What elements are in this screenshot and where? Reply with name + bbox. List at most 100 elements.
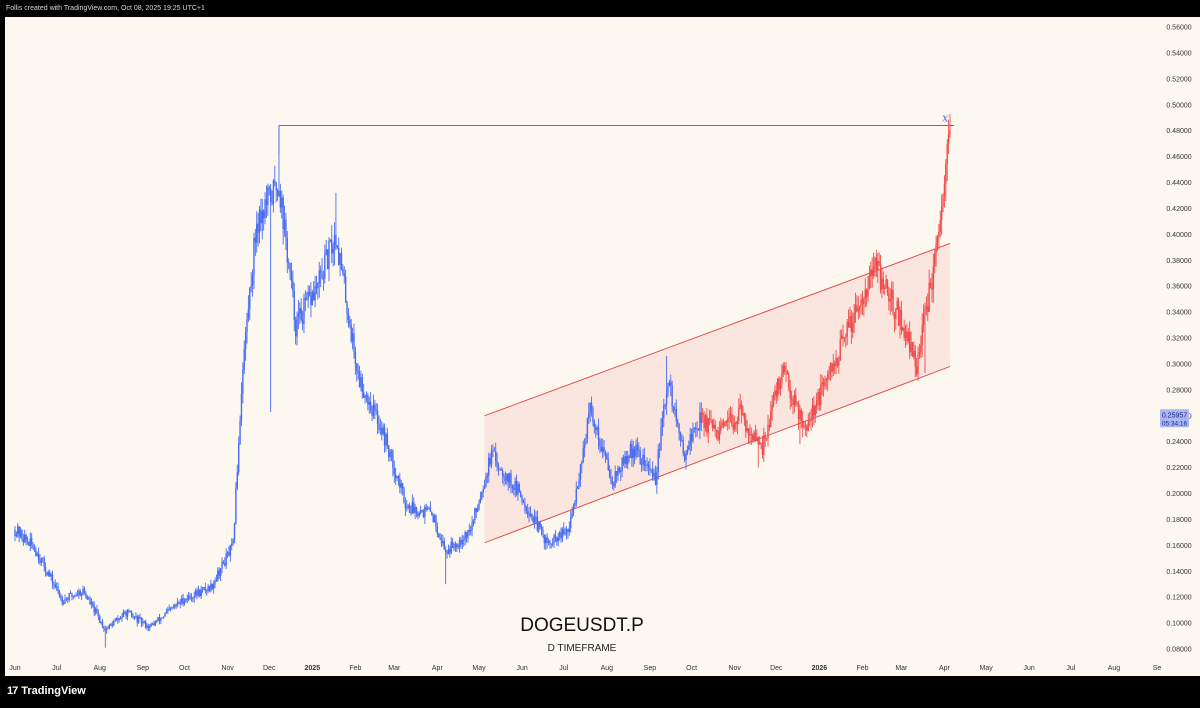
actual-candle <box>693 427 696 429</box>
projected-candle <box>721 422 723 426</box>
actual-candle <box>443 541 445 550</box>
actual-candle <box>614 471 616 486</box>
actual-candle <box>371 409 373 416</box>
x-tick-label: May <box>472 665 486 672</box>
projected-candle <box>792 400 794 405</box>
tradingview-logo[interactable]: 17 TradingView <box>7 685 86 697</box>
actual-candle <box>585 438 587 445</box>
actual-candle <box>628 456 630 458</box>
actual-candle <box>282 197 284 230</box>
actual-candle <box>432 514 434 523</box>
actual-candle <box>390 450 393 453</box>
actual-candle <box>588 413 590 419</box>
actual-candle <box>296 316 298 337</box>
actual-candle <box>501 470 504 477</box>
actual-candle <box>540 526 543 530</box>
actual-candle <box>440 539 443 544</box>
actual-candle <box>279 190 282 208</box>
actual-candle <box>328 241 330 270</box>
actual-candle <box>222 561 225 564</box>
actual-candle <box>488 457 490 476</box>
actual-candle <box>564 533 566 535</box>
actual-candle <box>187 595 190 600</box>
projected-candle <box>928 282 930 312</box>
projected-candle <box>827 374 829 380</box>
actual-candle <box>24 534 26 543</box>
chart-frame[interactable] <box>5 17 1160 676</box>
actual-candle <box>547 541 550 543</box>
projected-candle <box>732 424 734 430</box>
projected-candle <box>758 442 761 445</box>
actual-candle <box>160 617 162 621</box>
actual-candle <box>75 595 77 597</box>
actual-candle <box>233 523 236 540</box>
y-tick-label: 0.10000 <box>1166 621 1191 628</box>
y-tick-label: 0.16000 <box>1166 543 1191 550</box>
projected-candle <box>777 378 779 397</box>
actual-candle <box>179 602 182 604</box>
actual-candle <box>589 402 591 414</box>
projected-candle <box>764 435 766 439</box>
actual-candle <box>260 209 262 224</box>
actual-candle <box>436 527 439 535</box>
actual-candle <box>686 449 689 454</box>
actual-candle <box>576 486 579 490</box>
actual-candle <box>604 452 607 455</box>
projected-candle <box>743 413 746 420</box>
actual-candle <box>339 252 341 265</box>
actual-candle <box>225 553 227 566</box>
actual-candle <box>37 553 40 561</box>
actual-candle <box>135 616 137 618</box>
projected-candle <box>860 299 862 307</box>
actual-candle <box>421 510 423 511</box>
actual-candle <box>493 450 496 452</box>
actual-candle <box>111 624 113 626</box>
projected-candle <box>825 379 828 380</box>
actual-candle <box>80 593 83 596</box>
projected-candle <box>906 331 908 342</box>
price-axis[interactable] <box>1160 17 1200 676</box>
actual-candle <box>444 549 447 553</box>
actual-candle <box>640 464 643 466</box>
actual-candle <box>465 532 468 538</box>
projected-candle <box>742 413 744 416</box>
projected-candle <box>839 339 841 361</box>
actual-candle <box>504 478 507 481</box>
actual-candle <box>115 618 118 621</box>
projected-candle <box>704 415 707 429</box>
projected-candle <box>703 415 705 429</box>
actual-candle <box>531 513 533 518</box>
actual-candle <box>21 530 23 540</box>
actual-candle <box>92 602 94 606</box>
projected-candle <box>921 325 923 346</box>
actual-candle <box>124 611 126 613</box>
projected-candle <box>733 422 736 430</box>
projected-candle <box>931 287 933 290</box>
actual-candle <box>601 447 604 452</box>
actual-candle <box>169 608 172 609</box>
actual-candle <box>344 276 347 302</box>
actual-candle <box>357 370 359 374</box>
actual-candle <box>15 534 18 537</box>
x-tick-label: Dec <box>770 665 783 672</box>
actual-candle <box>26 539 29 542</box>
actual-candle <box>294 320 297 337</box>
actual-candle <box>108 624 111 628</box>
actual-candle <box>645 465 647 466</box>
actual-candle <box>249 287 251 309</box>
actual-candle <box>103 627 105 630</box>
current-price-countdown: 05:34:16 <box>1162 420 1188 427</box>
actual-candle <box>208 585 211 591</box>
actual-candle <box>125 612 127 617</box>
actual-candle <box>376 410 379 424</box>
actual-candle <box>394 474 397 479</box>
actual-candle <box>485 476 487 487</box>
actual-candle <box>458 539 461 547</box>
actual-candle <box>318 270 320 284</box>
projected-candle <box>942 195 944 207</box>
projected-candle <box>804 426 807 427</box>
actual-candle <box>632 448 634 459</box>
actual-candle <box>469 529 472 532</box>
actual-candle <box>51 574 54 584</box>
